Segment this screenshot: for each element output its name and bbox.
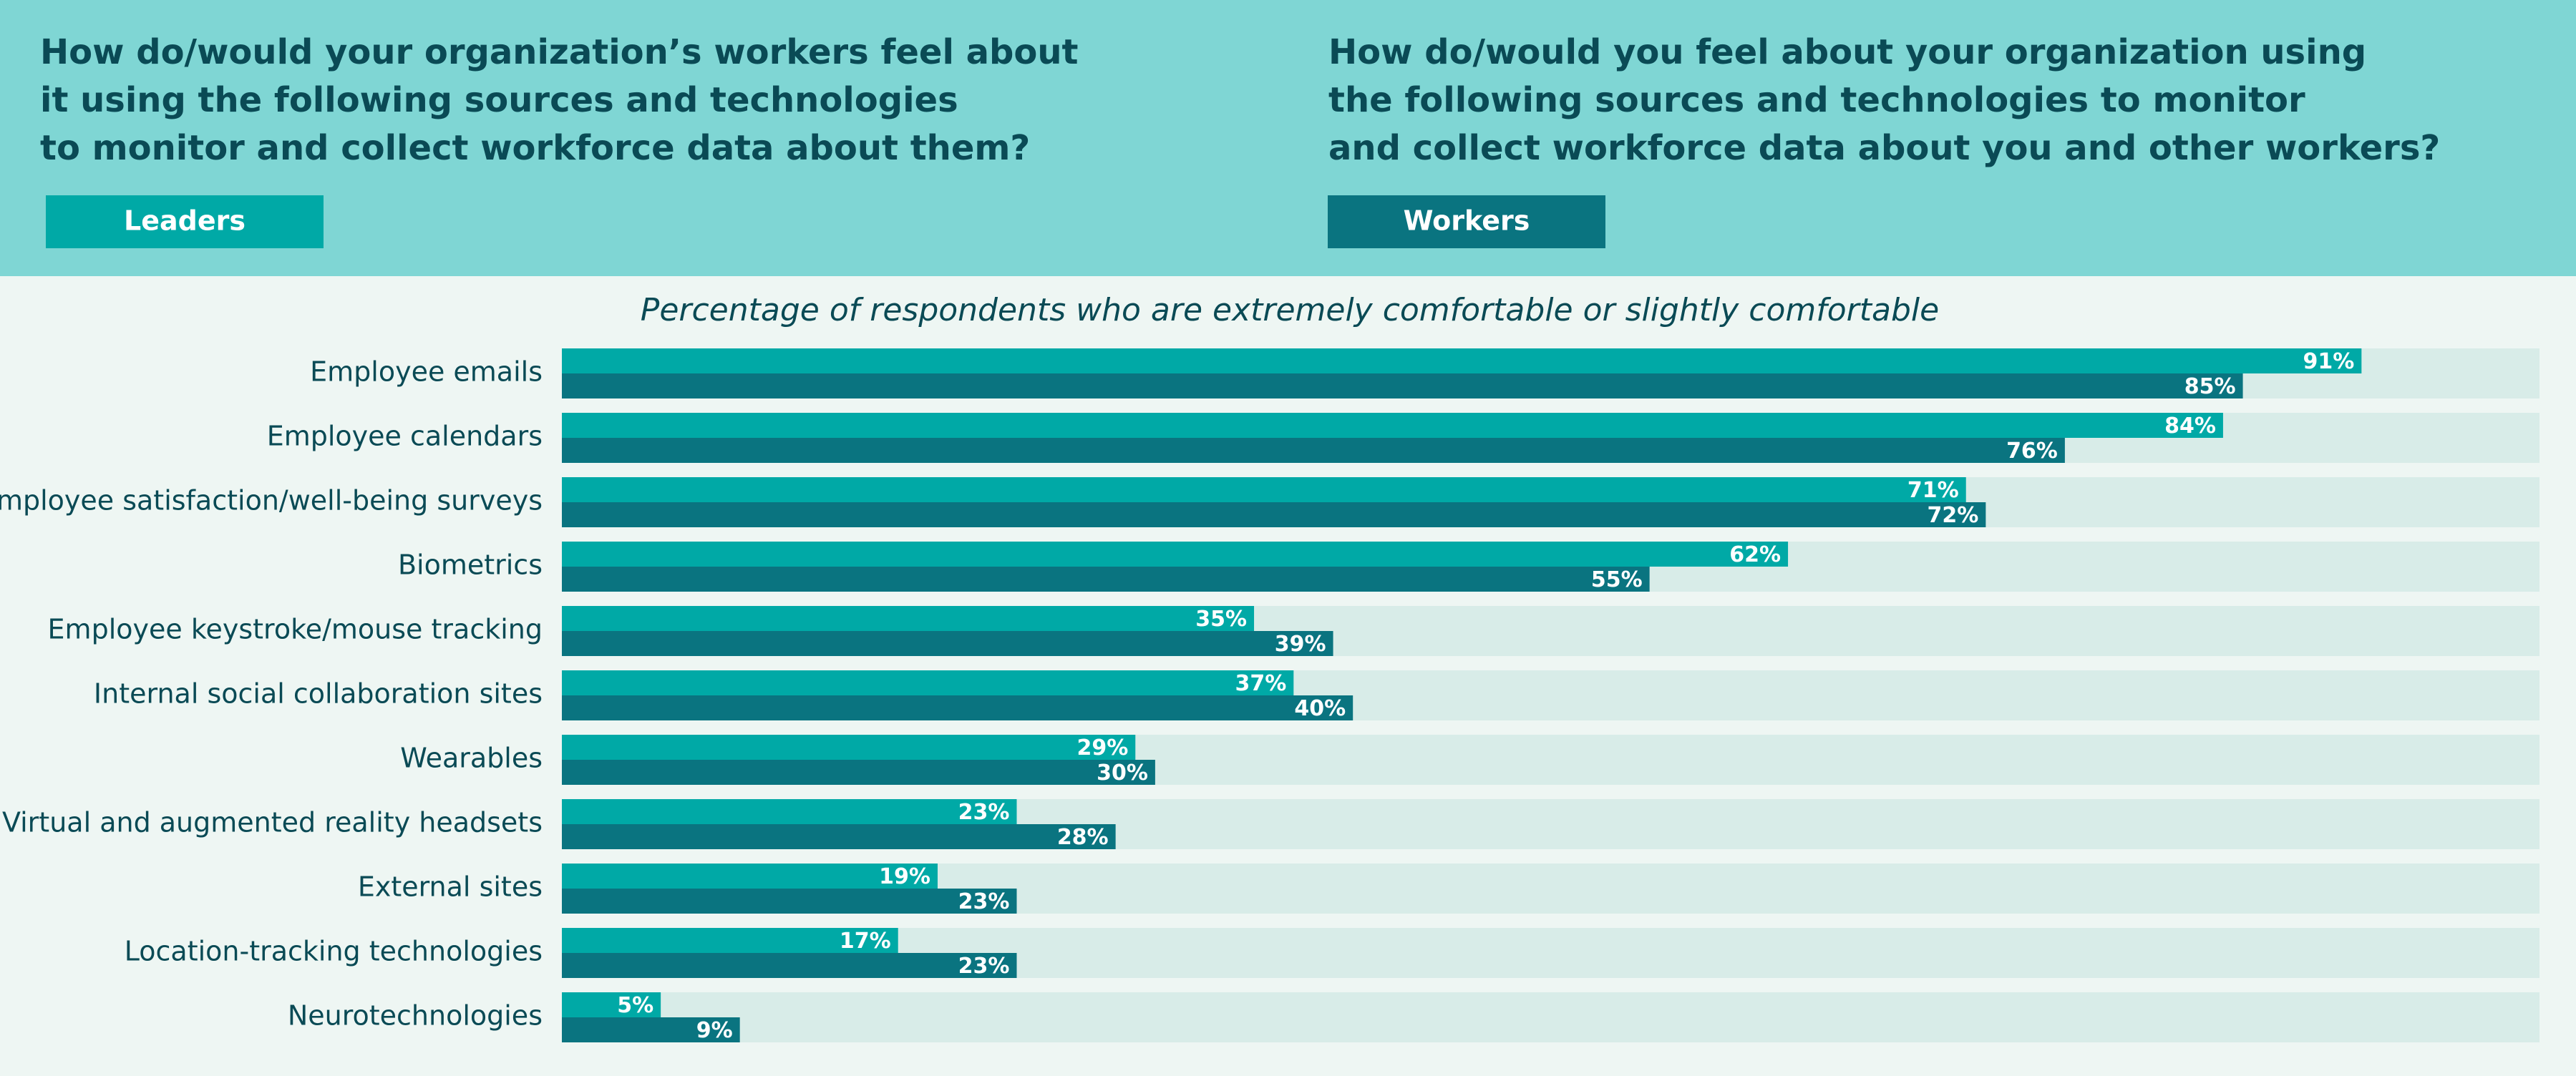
bar [562,477,1966,502]
bar [562,760,1155,785]
value-label: 30% [1097,760,1148,786]
subtitle: Percentage of respondents who are extrem… [641,292,1939,328]
heading-line: and collect workforce data about you and… [1328,128,2440,168]
value-label: 76% [2006,439,2058,464]
value-label: 39% [1275,632,1326,657]
bar-track [562,992,2539,1042]
category-label: Neurotechnologies [288,1000,543,1032]
bar [562,928,898,953]
value-label: 29% [1076,735,1128,760]
bar [562,542,1789,567]
value-label: 23% [958,889,1010,914]
bar [562,953,1017,978]
value-label: 85% [2184,374,2236,399]
value-label: 91% [2303,349,2355,374]
header-band [0,0,2576,276]
category-label: Employee calendars [267,421,543,452]
bar [562,502,1986,527]
bar [562,735,1136,760]
bar [562,670,1294,695]
bar [562,992,661,1017]
bar [562,606,1255,631]
category-label: Biometrics [398,549,543,581]
heading-line: How do/would you feel about your organiz… [1328,32,2366,72]
heading-line: to monitor and collect workforce data ab… [40,128,1030,168]
bar [562,824,1116,849]
category-label: Employee satisfaction/well-being surveys [0,485,543,517]
value-label: 9% [696,1018,733,1043]
legend-swatch [46,195,324,248]
category-label: Virtual and augmented reality headsets [2,807,543,838]
value-label: 71% [1907,478,1959,503]
bar [562,864,938,889]
bar [562,889,1017,914]
bar [562,799,1017,824]
value-label: 37% [1235,671,1286,696]
bar [562,348,2362,373]
value-label: 72% [1928,503,1979,528]
category-label: Employee keystroke/mouse tracking [48,614,543,645]
category-label: Wearables [400,743,543,774]
value-label: 5% [617,993,653,1018]
bar [562,438,2065,463]
bar [562,373,2243,398]
category-label: Location-tracking technologies [125,936,543,967]
value-label: 17% [840,929,891,954]
legend-label: Leaders [124,205,246,237]
heading-line: the following sources and technologies t… [1328,80,2305,120]
category-label: External sites [358,871,543,903]
heading-line: it using the following sources and techn… [40,80,958,120]
value-label: 19% [879,864,930,889]
value-label: 62% [1729,542,1781,567]
bar [562,1017,740,1042]
value-label: 23% [958,954,1010,979]
value-label: 23% [958,800,1010,825]
value-label: 28% [1057,825,1109,850]
heading-line: How do/would your organization’s workers… [40,32,1078,72]
value-label: 55% [1591,567,1643,592]
value-label: 35% [1195,607,1247,632]
bar [562,631,1333,656]
legend-label: Workers [1404,205,1530,237]
bar [562,567,1650,592]
bar [562,695,1353,720]
value-label: 84% [2164,414,2216,439]
legend-swatch [1328,195,1605,248]
value-label: 40% [1294,696,1346,721]
category-label: Employee emails [310,356,543,388]
bar [562,413,2223,438]
category-label: Internal social collaboration sites [94,678,543,710]
